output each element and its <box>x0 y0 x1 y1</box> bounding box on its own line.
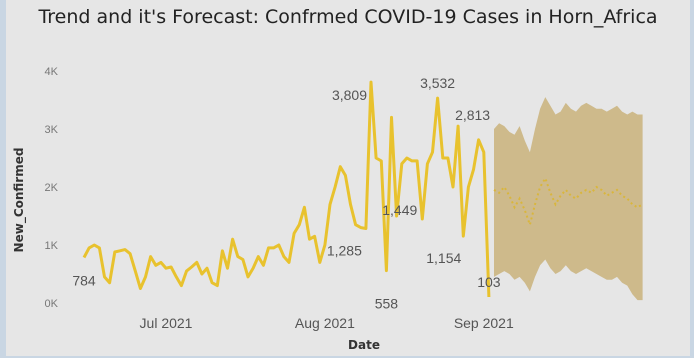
data-label-layer: 784 1,285 3,809 558 1,449 3,532 1,154 2,813 103 <box>72 75 500 312</box>
chart-svg: 0K 1K 2K 3K 4K Jul 2021 Aug 2021 Sep 2021 784 1… <box>12 66 644 352</box>
forecast-band-layer <box>494 97 643 301</box>
y-axis-label: New_Confirmed <box>12 148 27 253</box>
x-axis-label: Date <box>348 338 380 352</box>
y-tick-label: 4K <box>45 66 59 78</box>
data-label: 3,532 <box>420 75 455 91</box>
chart-title: Trend and it's Forecast: Confrmed COVID-… <box>38 6 658 28</box>
x-tick-label: Jul 2021 <box>140 315 193 331</box>
chart-frame: Trend and it's Forecast: Confrmed COVID-… <box>6 0 690 356</box>
data-label: 2,813 <box>455 107 490 123</box>
y-tick-label: 0K <box>45 298 59 310</box>
data-label: 784 <box>72 273 96 289</box>
x-tick-label: Sep 2021 <box>454 315 514 331</box>
y-tick-label: 3K <box>45 124 59 136</box>
y-tick-label: 2K <box>45 182 59 194</box>
data-label: 558 <box>375 296 399 312</box>
data-label: 3,809 <box>332 87 367 103</box>
y-tick-label: 1K <box>45 240 59 252</box>
data-label: 1,449 <box>382 202 417 218</box>
x-tick-layer: Jul 2021 Aug 2021 Sep 2021 <box>140 315 514 331</box>
x-tick-label: Aug 2021 <box>295 315 355 331</box>
series-line-actual <box>82 80 491 298</box>
data-label: 103 <box>477 274 501 290</box>
data-label: 1,154 <box>426 250 461 266</box>
forecast-confidence-band <box>494 97 643 301</box>
data-label: 1,285 <box>327 243 362 259</box>
series-line-layer <box>82 80 644 298</box>
y-tick-layer: 0K 1K 2K 3K 4K <box>45 66 59 310</box>
